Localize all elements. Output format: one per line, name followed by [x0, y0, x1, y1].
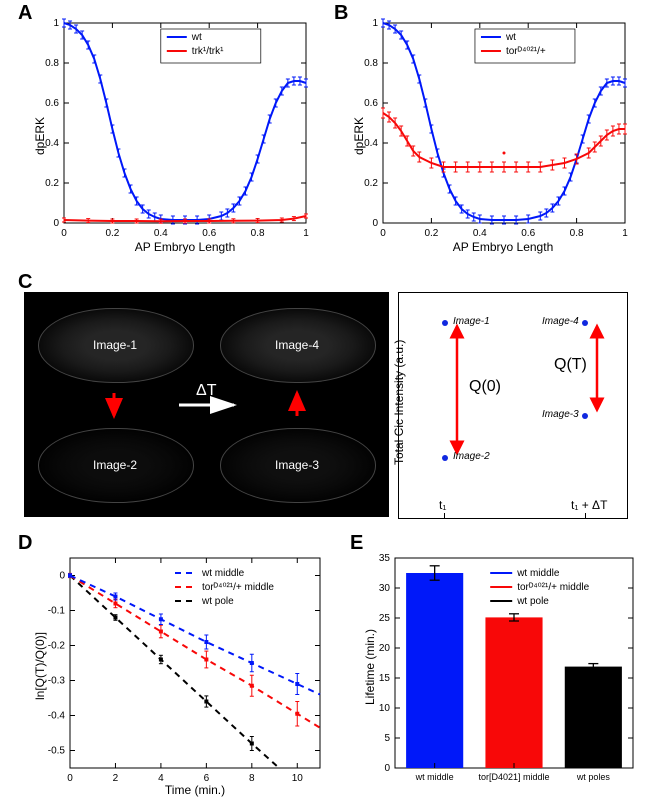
- svg-text:tor[D4021] middle: tor[D4021] middle: [478, 772, 549, 782]
- svg-text:wt: wt: [505, 32, 516, 43]
- panel-c-arrows-svg: ΔT: [24, 292, 389, 517]
- chart-b: 00.20.40.60.8100.20.40.60.81wttorᴰ⁴⁰²¹/+: [383, 23, 625, 223]
- panel-c-right-ylabel: Total Cic Intensity (a.u.): [392, 340, 406, 465]
- svg-text:8: 8: [249, 773, 255, 784]
- svg-text:0.4: 0.4: [45, 138, 59, 149]
- svg-text:1: 1: [303, 228, 309, 239]
- svg-text:-0.1: -0.1: [48, 606, 66, 617]
- svg-text:1: 1: [53, 18, 59, 29]
- figure-root: A B C D E 00.20.40.60.8100.20.40.60.81wt…: [0, 0, 651, 802]
- svg-text:wt middle: wt middle: [516, 568, 560, 579]
- svg-text:0.4: 0.4: [154, 228, 168, 239]
- svg-text:15: 15: [379, 673, 391, 684]
- svg-text:0.6: 0.6: [202, 228, 216, 239]
- chart-a: 00.20.40.60.8100.20.40.60.81wttrk¹/trk¹: [64, 23, 306, 223]
- svg-text:0.8: 0.8: [570, 228, 584, 239]
- svg-text:wt middle: wt middle: [415, 772, 454, 782]
- dt-label: ΔT: [196, 382, 217, 399]
- point-image-2-label: Image-2: [453, 451, 490, 462]
- svg-text:0.8: 0.8: [45, 58, 59, 69]
- svg-text:0.8: 0.8: [251, 228, 265, 239]
- svg-text:0.6: 0.6: [45, 98, 59, 109]
- svg-text:0.2: 0.2: [424, 228, 438, 239]
- svg-text:30: 30: [379, 583, 391, 594]
- panel-c-right-svg: [399, 293, 627, 518]
- svg-text:0: 0: [53, 218, 59, 229]
- t1dt-label: t₁ + ΔT: [571, 498, 607, 512]
- q0-label: Q(0): [469, 378, 501, 396]
- svg-text:35: 35: [379, 553, 391, 564]
- panel-label-d: D: [18, 532, 32, 555]
- svg-text:25: 25: [379, 613, 391, 624]
- svg-text:-0.2: -0.2: [48, 641, 66, 652]
- svg-text:0.2: 0.2: [105, 228, 119, 239]
- svg-text:trk¹/trk¹: trk¹/trk¹: [192, 46, 224, 57]
- svg-text:0.4: 0.4: [473, 228, 487, 239]
- panel-c-right: Image-1 Image-2 Image-4 Image-3 Q(0) Q(T…: [398, 292, 628, 519]
- svg-text:wt poles: wt poles: [576, 772, 611, 782]
- point-image-2: [442, 455, 448, 461]
- point-image-4: [582, 320, 588, 326]
- panel-label-e: E: [350, 532, 363, 555]
- svg-text:0: 0: [384, 763, 390, 774]
- point-image-3-label: Image-3: [542, 409, 579, 420]
- svg-text:wt: wt: [191, 32, 202, 43]
- svg-text:2: 2: [113, 773, 119, 784]
- svg-text:wt pole: wt pole: [201, 596, 234, 607]
- panel-label-b: B: [334, 2, 348, 25]
- svg-text:10: 10: [292, 773, 304, 784]
- svg-text:0.2: 0.2: [45, 178, 59, 189]
- tick-icon: [444, 513, 445, 519]
- svg-text:0: 0: [380, 228, 386, 239]
- svg-text:torᴰ⁴⁰²¹/+ middle: torᴰ⁴⁰²¹/+ middle: [202, 582, 274, 593]
- chart-a-ylabel: dpERK: [33, 117, 47, 155]
- chart-b-ylabel: dpERK: [352, 117, 366, 155]
- chart-d-xlabel: Time (min.): [150, 783, 240, 797]
- svg-text:0.6: 0.6: [364, 98, 378, 109]
- svg-text:0: 0: [59, 571, 65, 582]
- svg-text:0: 0: [61, 228, 67, 239]
- svg-text:wt pole: wt pole: [516, 596, 549, 607]
- t1-label: t₁: [439, 498, 446, 512]
- svg-text:0: 0: [372, 218, 378, 229]
- point-image-1: [442, 320, 448, 326]
- svg-text:-0.3: -0.3: [48, 676, 66, 687]
- svg-text:1: 1: [372, 18, 378, 29]
- point-image-3: [582, 413, 588, 419]
- svg-text:5: 5: [384, 733, 390, 744]
- point-image-4-label: Image-4: [542, 316, 579, 327]
- svg-text:0: 0: [67, 773, 73, 784]
- tick-icon: [585, 513, 586, 519]
- svg-text:wt middle: wt middle: [201, 568, 245, 579]
- chart-e-ylabel: Lifetime (min.): [363, 629, 377, 705]
- chart-a-xlabel: AP Embryo Length: [120, 240, 250, 254]
- chart-b-xlabel: AP Embryo Length: [438, 240, 568, 254]
- svg-text:torᴰ⁴⁰²¹/+: torᴰ⁴⁰²¹/+: [506, 46, 546, 57]
- panel-c-image-grid: Image-1 Image-4 Image-2 Image-3: [24, 292, 389, 517]
- svg-text:-0.5: -0.5: [48, 746, 66, 757]
- chart-d: 02468100-0.1-0.2-0.3-0.4-0.5wt middletor…: [70, 558, 320, 768]
- svg-text:torᴰ⁴⁰²¹/+ middle: torᴰ⁴⁰²¹/+ middle: [517, 582, 589, 593]
- svg-text:0.2: 0.2: [364, 178, 378, 189]
- chart-d-ylabel: ln[Q(T)/Q(0)]: [33, 632, 47, 700]
- svg-text:0.6: 0.6: [521, 228, 535, 239]
- svg-text:10: 10: [379, 703, 391, 714]
- chart-e: 05101520253035wt middletor[D4021] middle…: [395, 558, 633, 768]
- svg-text:0.4: 0.4: [364, 138, 378, 149]
- svg-text:20: 20: [379, 643, 391, 654]
- panel-label-a: A: [18, 2, 32, 25]
- point-image-1-label: Image-1: [453, 316, 490, 327]
- panel-label-c: C: [18, 271, 32, 294]
- qT-label: Q(T): [554, 356, 587, 374]
- svg-text:-0.4: -0.4: [48, 711, 66, 722]
- svg-text:1: 1: [622, 228, 628, 239]
- svg-text:0.8: 0.8: [364, 58, 378, 69]
